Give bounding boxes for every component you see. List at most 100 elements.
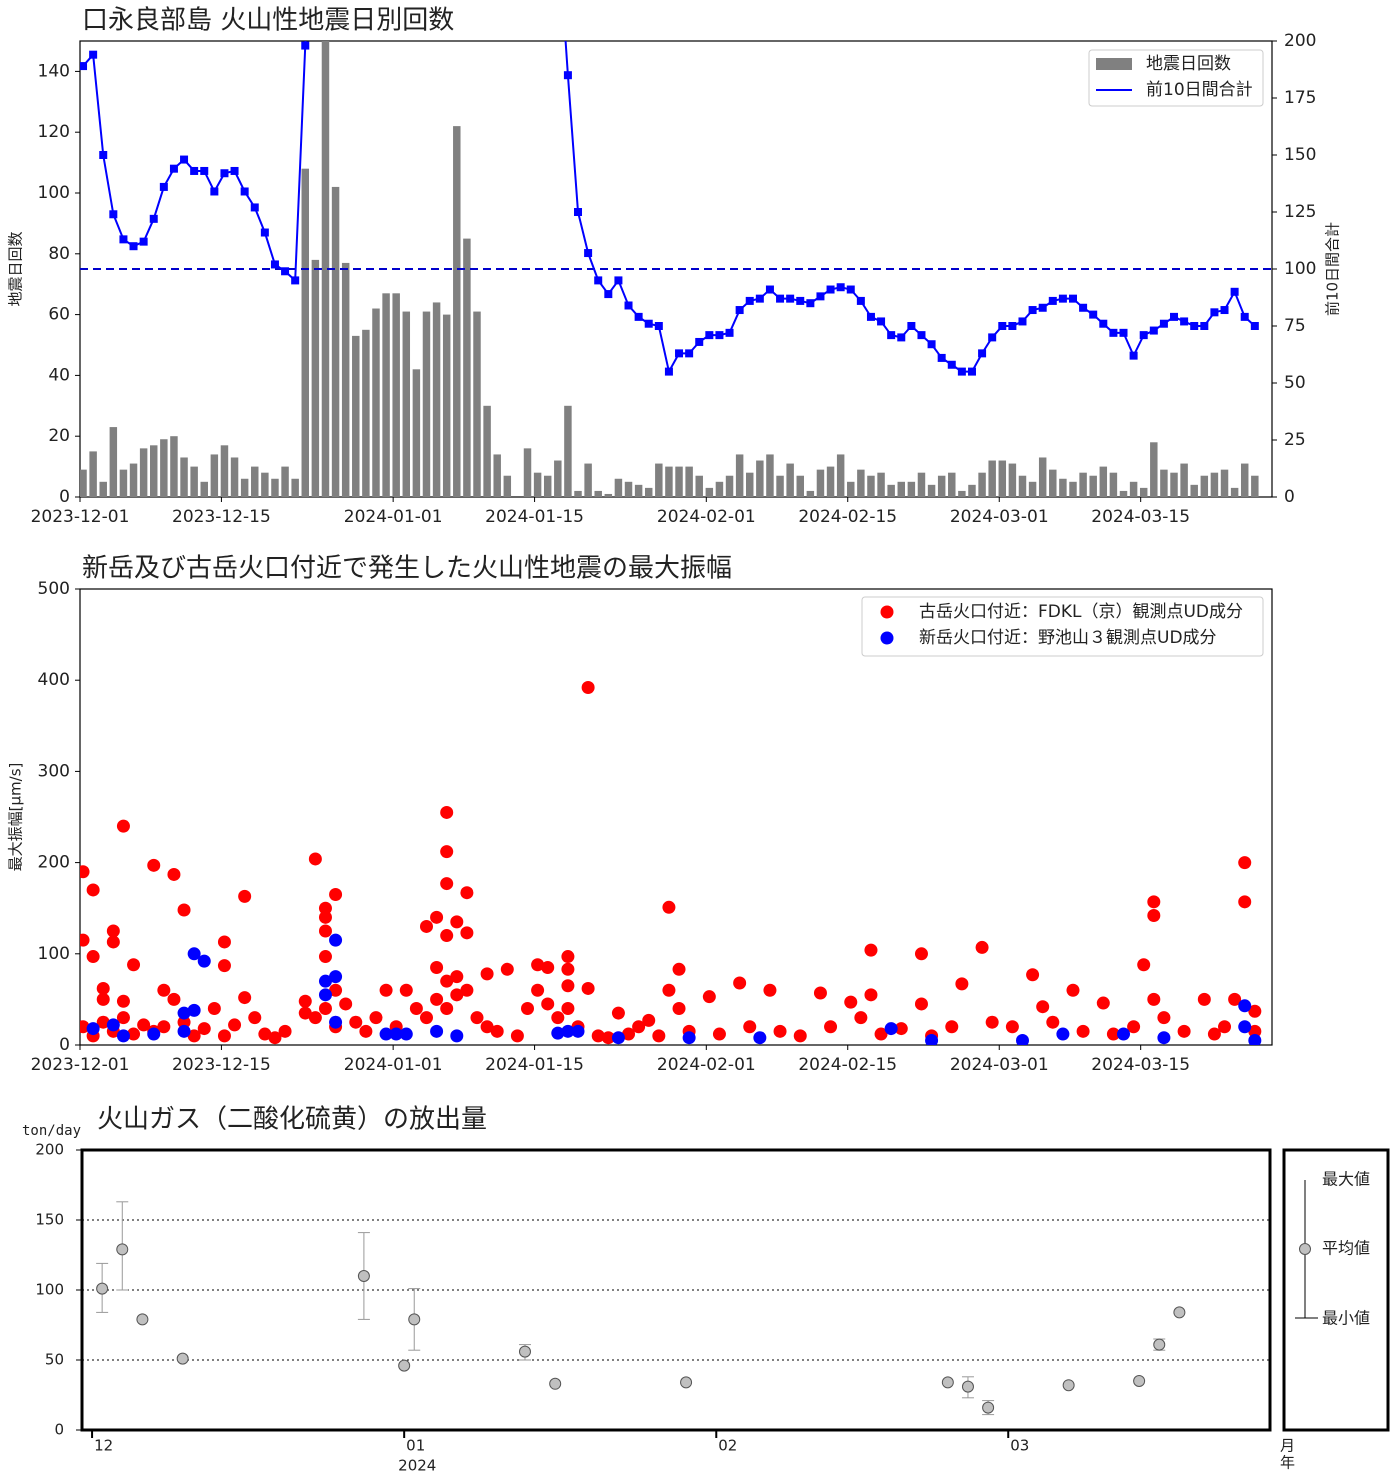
point xyxy=(773,1024,787,1038)
point xyxy=(1238,856,1252,870)
bar xyxy=(796,475,804,497)
point xyxy=(450,1029,464,1043)
point xyxy=(961,1380,974,1393)
x-tick-label: 2024-03-01 xyxy=(950,1055,1049,1075)
legend-label: 新岳火口付近：野池山３観測点UD成分 xyxy=(919,628,1217,648)
line-marker xyxy=(897,333,906,342)
point xyxy=(1015,1033,1029,1045)
legend-box xyxy=(1282,1148,1390,1432)
line-marker xyxy=(80,62,88,71)
bar xyxy=(766,454,774,497)
point xyxy=(743,1020,757,1034)
x-tick-label: 01 xyxy=(406,1437,425,1455)
x-tick-label: 2024-01-15 xyxy=(485,1055,584,1075)
line-marker xyxy=(129,242,138,251)
bar xyxy=(705,487,714,497)
point xyxy=(127,958,141,972)
line-marker xyxy=(1058,294,1067,303)
y-tick-label: 0 xyxy=(59,1035,70,1055)
x-unit-month: 月 xyxy=(1280,1437,1295,1455)
point xyxy=(571,1024,585,1038)
bar xyxy=(948,472,956,497)
line-marker xyxy=(594,276,603,285)
bar xyxy=(776,475,784,497)
bar xyxy=(554,460,562,497)
bar xyxy=(806,490,815,497)
point xyxy=(329,888,343,902)
point xyxy=(419,1011,433,1025)
line-marker xyxy=(957,367,966,376)
line-marker xyxy=(604,290,613,299)
line-marker xyxy=(1129,351,1138,360)
point xyxy=(308,852,322,866)
point xyxy=(238,991,252,1005)
line-marker xyxy=(139,237,148,246)
point xyxy=(409,1002,423,1016)
point xyxy=(157,983,171,997)
point xyxy=(611,1006,625,1020)
line-marker xyxy=(1048,296,1057,305)
bar xyxy=(1170,472,1178,497)
bar xyxy=(240,478,249,497)
y2-tick-label: 75 xyxy=(1284,316,1306,336)
point xyxy=(187,1029,201,1043)
point xyxy=(217,959,231,973)
legend-label: 平均値 xyxy=(1322,1239,1370,1258)
bar xyxy=(624,481,633,497)
point xyxy=(941,1376,954,1389)
y-tick-label: 200 xyxy=(38,853,70,873)
bar xyxy=(1059,478,1067,497)
y-tick-label: 120 xyxy=(38,122,70,142)
bar xyxy=(321,41,330,497)
bar xyxy=(897,481,906,497)
point xyxy=(298,1006,312,1020)
point xyxy=(86,1022,100,1036)
bar xyxy=(362,329,370,497)
y2-tick-label: 175 xyxy=(1284,88,1316,108)
line-marker xyxy=(644,319,653,328)
line-marker xyxy=(1099,319,1108,328)
line-marker xyxy=(614,276,623,285)
point xyxy=(86,883,100,897)
point xyxy=(329,1015,343,1029)
point xyxy=(521,1002,535,1016)
point xyxy=(318,901,332,915)
bar xyxy=(917,472,926,497)
bar xyxy=(422,311,431,497)
legend-label: 地震日回数 xyxy=(1146,54,1231,74)
legend-swatch xyxy=(880,605,894,619)
line-marker xyxy=(1028,306,1037,315)
point xyxy=(490,1024,504,1038)
bar xyxy=(1008,463,1017,497)
point xyxy=(106,1018,120,1032)
bar xyxy=(847,481,855,497)
point xyxy=(551,1026,565,1040)
line-marker xyxy=(1220,306,1229,315)
line-marker xyxy=(270,260,279,269)
plot-area xyxy=(80,41,1272,497)
y2-tick-label: 150 xyxy=(1284,145,1316,165)
line-marker xyxy=(1079,303,1088,312)
point xyxy=(1238,895,1252,909)
line-marker xyxy=(685,349,694,358)
line-marker xyxy=(967,367,976,376)
point xyxy=(662,900,676,914)
bar xyxy=(442,314,451,497)
bar xyxy=(533,472,542,497)
x-tick-label: 2024-01-01 xyxy=(344,507,443,527)
line-marker xyxy=(584,249,593,258)
point xyxy=(561,1024,575,1038)
line-marker xyxy=(998,322,1007,330)
point xyxy=(854,1011,868,1025)
point xyxy=(672,962,686,976)
line-marker xyxy=(220,169,229,178)
line-marker xyxy=(1038,303,1047,312)
point xyxy=(127,1027,141,1041)
point xyxy=(844,995,858,1009)
bar xyxy=(715,481,724,497)
point xyxy=(238,889,252,903)
point xyxy=(1066,983,1080,997)
y-tick-label: 100 xyxy=(38,944,70,964)
y-axis-label: 地震日回数 xyxy=(7,231,25,306)
point xyxy=(1177,1024,1191,1038)
